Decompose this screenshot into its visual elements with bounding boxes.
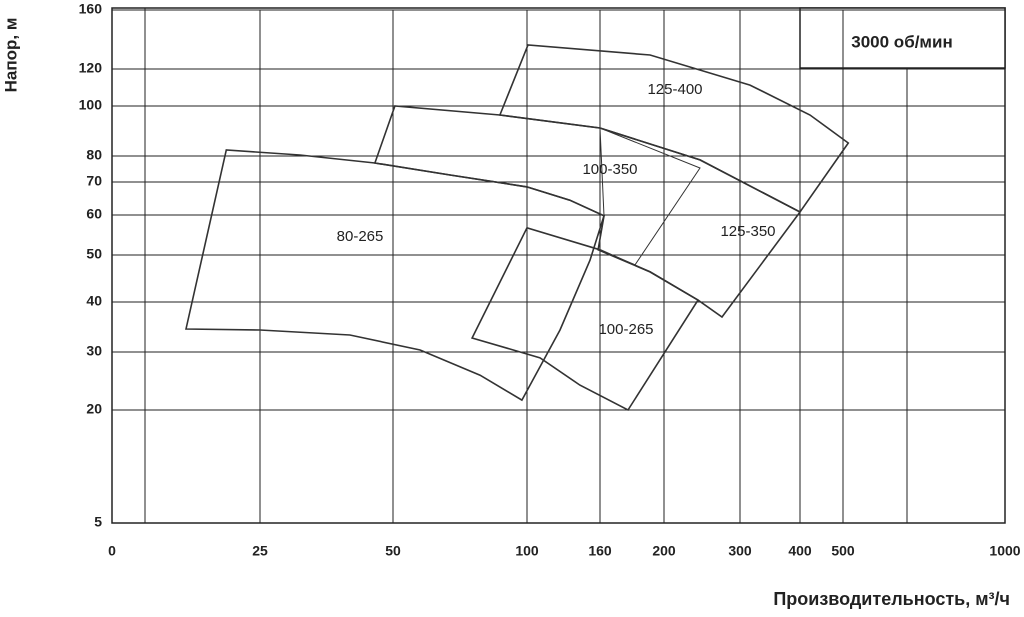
y-tick-label: 100 [79, 97, 103, 113]
x-tick-label: 160 [588, 543, 612, 559]
y-tick-label: 160 [79, 1, 103, 17]
region-label: 125-350 [720, 223, 775, 240]
y-tick-label: 80 [86, 147, 102, 163]
region-label: 125-400 [647, 81, 702, 98]
region [373, 105, 802, 319]
x-tick-label: 100 [515, 543, 539, 559]
y-axis-title: Напор, м [1, 18, 20, 93]
region-label: 100-265 [598, 321, 653, 338]
y-tick-label: 70 [86, 173, 102, 189]
x-tick-label: 50 [385, 543, 401, 559]
region [185, 149, 605, 402]
annotation: 3000 об/мин [851, 32, 952, 51]
region [470, 226, 700, 412]
y-tick-label: 5 [94, 514, 102, 530]
x-tick-label: 25 [252, 543, 268, 559]
region [498, 44, 850, 214]
x-tick-label: 500 [831, 543, 855, 559]
y-tick-label: 120 [79, 60, 103, 76]
y-tick-label: 40 [86, 293, 102, 309]
x-tick-label: 400 [788, 543, 812, 559]
y-tick-label: 30 [86, 343, 102, 359]
x-axis-title: Производительность, м³/ч [773, 589, 1010, 609]
region-label: 100-350 [582, 161, 637, 178]
region [597, 127, 701, 266]
y-tick-label: 60 [86, 206, 102, 222]
region-label: 80-265 [337, 228, 384, 245]
plot-frame [111, 7, 1006, 524]
y-tick-label: 20 [86, 401, 102, 417]
x-tick-label: 300 [728, 543, 752, 559]
x-tick-label: 200 [652, 543, 676, 559]
y-tick-label: 50 [86, 246, 102, 262]
x-tick-label: 1000 [989, 543, 1020, 559]
x-tick-label: 0 [108, 543, 116, 559]
